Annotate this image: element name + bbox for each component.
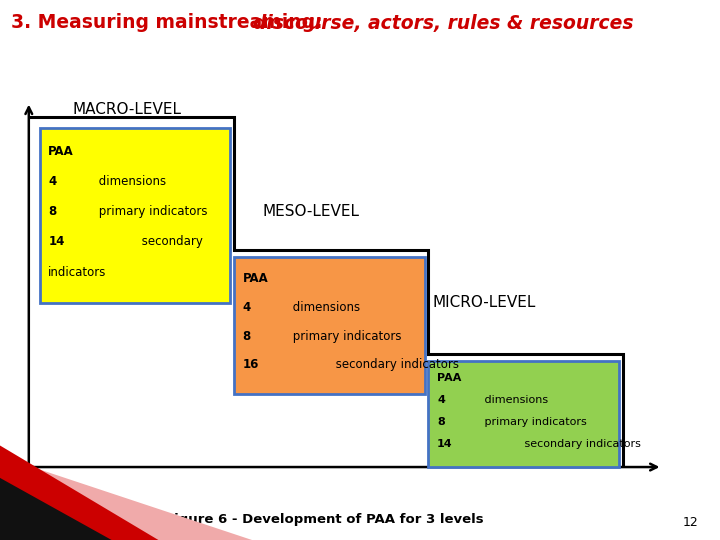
- Text: Figure 6 - Development of PAA for 3 levels: Figure 6 - Development of PAA for 3 leve…: [165, 513, 483, 526]
- Text: 4: 4: [437, 395, 445, 405]
- Text: 8: 8: [48, 205, 56, 218]
- Text: primary indicators: primary indicators: [481, 417, 587, 427]
- Text: PAA: PAA: [48, 145, 74, 158]
- Text: 14: 14: [437, 440, 453, 449]
- Text: 14: 14: [48, 235, 65, 248]
- Text: PAA: PAA: [437, 373, 462, 383]
- Bar: [40, 129, 230, 303]
- Text: primary indicators: primary indicators: [289, 329, 402, 343]
- Text: 16: 16: [243, 358, 259, 371]
- Text: 8: 8: [243, 329, 251, 343]
- Text: indicators: indicators: [48, 266, 107, 279]
- Text: MACRO-LEVEL: MACRO-LEVEL: [72, 102, 181, 117]
- Text: 8: 8: [437, 417, 445, 427]
- Text: primary indicators: primary indicators: [95, 205, 207, 218]
- Text: 4: 4: [48, 175, 56, 188]
- Bar: [234, 256, 425, 394]
- Text: 12: 12: [683, 516, 698, 529]
- Bar: [428, 361, 619, 467]
- Text: dimensions: dimensions: [481, 395, 548, 405]
- Text: MICRO-LEVEL: MICRO-LEVEL: [432, 295, 536, 310]
- Text: dimensions: dimensions: [95, 175, 166, 188]
- Text: secondary: secondary: [138, 235, 202, 248]
- Text: MESO-LEVEL: MESO-LEVEL: [263, 204, 360, 219]
- Text: 4: 4: [243, 301, 251, 314]
- Text: discourse, actors, rules & resources: discourse, actors, rules & resources: [253, 14, 633, 32]
- Text: PAA: PAA: [243, 273, 269, 286]
- Text: 3. Measuring mainstreaming:: 3. Measuring mainstreaming:: [11, 14, 329, 32]
- Text: dimensions: dimensions: [289, 301, 360, 314]
- Text: secondary indicators: secondary indicators: [521, 440, 641, 449]
- Text: secondary indicators: secondary indicators: [332, 358, 459, 371]
